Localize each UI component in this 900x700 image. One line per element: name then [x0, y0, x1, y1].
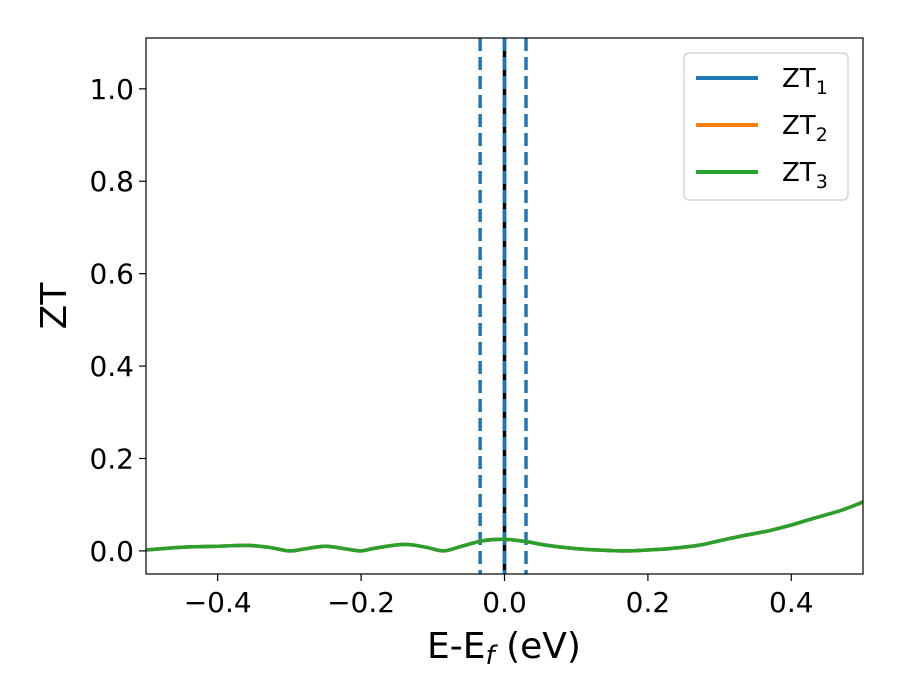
- reference-lines: [478, 38, 528, 574]
- x-axis-label-main: E-E: [427, 626, 485, 667]
- legend-label-main: ZT: [782, 111, 816, 141]
- legend-label-main: ZT: [782, 158, 816, 188]
- legend-label-sub: 3: [816, 171, 828, 193]
- legend-label-sub: 2: [816, 124, 828, 146]
- x-tick-label: 0.0: [482, 586, 527, 619]
- series-line-zt3: [146, 500, 863, 553]
- y-axis: 0.0 0.2 0.4 0.6 0.8 1.0: [89, 73, 146, 568]
- legend-label-sub: 1: [816, 77, 828, 99]
- legend-label-zt2: ZT2: [782, 111, 828, 146]
- x-axis-label: E-Ef (eV): [427, 626, 581, 671]
- legend-label-zt1: ZT1: [782, 64, 828, 99]
- x-tick-label: 0.2: [626, 586, 671, 619]
- series-lines: [146, 500, 863, 553]
- y-tick-label: 0.0: [89, 535, 134, 568]
- y-axis-label: ZT: [34, 282, 75, 330]
- y-tick-label: 1.0: [89, 73, 134, 106]
- legend-label-zt3: ZT3: [782, 158, 828, 193]
- y-tick-label: 0.6: [89, 258, 134, 291]
- x-axis-label-suffix: (eV): [495, 626, 581, 667]
- x-tick-label: −0.2: [327, 586, 395, 619]
- legend-label-main: ZT: [782, 64, 816, 94]
- legend-box: [683, 52, 849, 201]
- y-tick-label: 0.4: [89, 350, 134, 383]
- y-tick-label: 0.2: [89, 442, 134, 475]
- x-tick-label: 0.4: [769, 586, 814, 619]
- x-tick-label: −0.4: [184, 586, 252, 619]
- y-tick-label: 0.8: [89, 165, 134, 198]
- x-axis: −0.4 −0.2 0.0 0.2 0.4: [184, 574, 814, 619]
